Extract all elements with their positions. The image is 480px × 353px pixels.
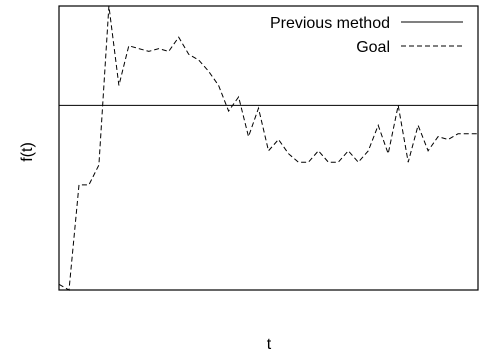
- x-axis-label: t: [267, 336, 272, 353]
- series-line-goal: [58, 5, 478, 291]
- legend-label-goal: Goal: [356, 39, 390, 56]
- legend: Previous method Goal: [270, 15, 463, 56]
- plot-frame: [58, 5, 479, 291]
- legend-label-previous-method: Previous method: [270, 15, 390, 32]
- y-axis-label: f(t): [19, 142, 36, 162]
- series-layer: [58, 5, 478, 291]
